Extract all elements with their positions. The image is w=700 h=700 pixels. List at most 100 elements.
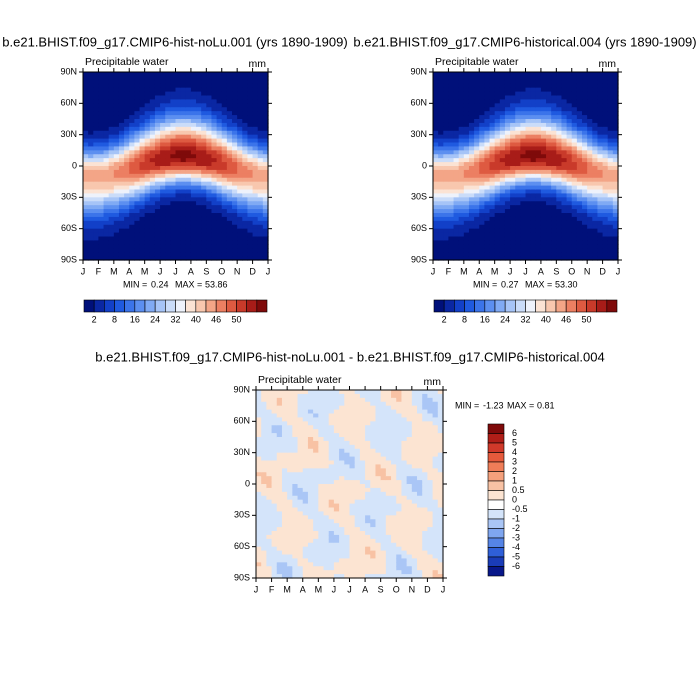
field-cell — [252, 79, 259, 85]
field-cell — [530, 107, 537, 112]
field-cell — [561, 111, 568, 116]
field-cell — [468, 119, 475, 124]
field-cell — [307, 562, 314, 567]
field-cell — [484, 107, 491, 112]
field-cell — [602, 201, 609, 206]
x-tick-label: J — [508, 266, 513, 276]
field-cell — [292, 487, 299, 493]
field-cell — [98, 177, 105, 183]
field-cell — [262, 213, 269, 218]
field-cell — [118, 216, 125, 222]
field-cell — [88, 205, 94, 210]
field-cell — [323, 429, 330, 434]
field-cell — [370, 440, 377, 446]
field-cell — [333, 495, 340, 501]
field-cell — [592, 228, 599, 234]
field-cell — [190, 87, 197, 93]
field-cell — [313, 440, 319, 446]
field-cell — [242, 119, 249, 124]
field-cell — [540, 75, 547, 81]
field-cell — [530, 240, 537, 245]
field-cell — [118, 138, 125, 144]
field-cell — [237, 213, 243, 218]
field-cell — [108, 201, 115, 206]
field-cell — [587, 224, 593, 230]
field-cell — [201, 83, 207, 89]
field-cell — [261, 531, 267, 536]
field-cell — [540, 103, 547, 108]
field-cell — [232, 142, 238, 148]
field-cell — [484, 169, 491, 175]
field-cell — [216, 130, 223, 136]
field-cell — [297, 437, 304, 442]
field-cell — [365, 444, 371, 450]
field-cell — [262, 119, 269, 124]
field-cell — [349, 534, 356, 540]
field-cell — [297, 464, 304, 469]
field-cell — [108, 236, 115, 242]
field-cell — [375, 460, 382, 466]
field-cell — [592, 177, 599, 183]
field-cell — [561, 126, 568, 132]
field-cell — [313, 456, 319, 462]
field-cell — [474, 138, 480, 144]
field-cell — [494, 236, 501, 242]
field-cell — [170, 166, 177, 171]
field-cell — [129, 158, 135, 163]
field-cell — [98, 95, 105, 101]
field-cell — [262, 189, 269, 195]
field-cell — [380, 409, 387, 415]
field-cell — [170, 126, 177, 132]
field-cell — [510, 91, 516, 97]
field-cell — [391, 393, 397, 399]
field-cell — [448, 122, 455, 128]
field-cell — [302, 527, 309, 532]
field-cell — [396, 440, 403, 446]
field-cell — [576, 150, 583, 155]
field-cell — [124, 232, 130, 238]
field-cell — [458, 209, 465, 214]
field-cell — [438, 248, 444, 253]
field-cell — [118, 87, 125, 93]
x-tick-label: M — [491, 266, 499, 276]
field-cell — [380, 534, 387, 540]
field-cell — [256, 523, 262, 528]
field-cell — [597, 197, 604, 202]
field-cell — [261, 527, 267, 532]
field-cell — [129, 240, 135, 245]
field-cell — [190, 107, 197, 112]
field-cell — [103, 252, 110, 257]
field-cell — [190, 240, 197, 245]
field-cell — [612, 150, 619, 155]
field-cell — [576, 154, 583, 159]
field-cell — [196, 205, 202, 210]
field-cell — [318, 550, 325, 556]
field-cell — [474, 83, 480, 89]
field-cell — [587, 173, 593, 179]
field-cell — [391, 519, 397, 524]
field-cell — [566, 224, 573, 230]
field-cell — [252, 87, 259, 93]
field-cell — [149, 216, 156, 222]
field-cell — [494, 142, 501, 148]
field-cell — [211, 236, 218, 242]
field-cell — [98, 107, 105, 112]
field-cell — [510, 256, 516, 261]
field-cell — [515, 224, 521, 230]
field-cell — [256, 558, 262, 563]
field-cell — [458, 126, 465, 132]
field-cell — [103, 146, 110, 151]
field-cell — [587, 119, 593, 124]
field-cell — [134, 115, 141, 120]
field-cell — [93, 103, 100, 108]
field-cell — [561, 256, 568, 261]
field-cell — [292, 417, 299, 422]
field-cell — [510, 220, 516, 226]
field-cell — [433, 103, 439, 108]
field-cell — [196, 248, 202, 253]
field-cell — [391, 429, 397, 434]
field-cell — [612, 205, 619, 210]
field-cell — [489, 83, 496, 89]
field-cell — [281, 390, 288, 395]
field-cell — [211, 119, 218, 124]
